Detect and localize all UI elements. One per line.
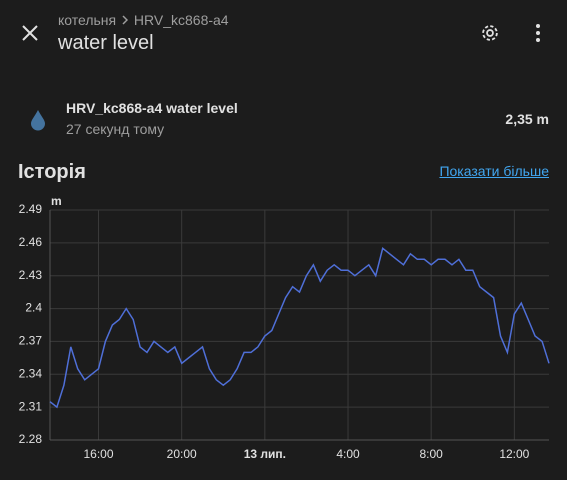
breadcrumb: котельня HRV_kc868-a4 (58, 12, 229, 28)
water-icon (31, 110, 45, 131)
breadcrumb-item[interactable]: HRV_kc868-a4 (133, 12, 229, 28)
y-tick-label: 2.34 (19, 366, 43, 380)
chart: m 2.28 2.31 2.34 2.37 2.4 2.43 2.46 2.49 16:00 20… (19, 194, 550, 461)
data-line (49, 246, 550, 409)
history-title: Історія (18, 161, 86, 183)
settings-button[interactable] (479, 22, 501, 44)
x-tick-label: 12:00 (499, 447, 529, 461)
close-button[interactable] (20, 23, 40, 43)
y-unit: m (51, 194, 62, 208)
menu-button[interactable] (528, 22, 548, 44)
y-tick-label: 2.28 (19, 432, 43, 446)
x-tick-label: 4:00 (336, 447, 360, 461)
y-tick-label: 2.31 (19, 399, 43, 413)
show-more-link[interactable]: Показати більше (439, 163, 549, 179)
entity-state: 2,35 m (505, 111, 549, 127)
y-tick-label: 2.43 (19, 268, 43, 282)
y-tick-label: 2.49 (19, 202, 43, 216)
x-tick-label: 13 лип. (244, 447, 286, 461)
last-changed: 27 секунд тому (66, 121, 165, 137)
x-tick-label: 20:00 (167, 447, 197, 461)
dialog-title: water level (58, 32, 154, 54)
breadcrumb-item[interactable]: котельня (58, 12, 117, 28)
y-tick-label: 2.37 (19, 334, 43, 348)
x-tick-label: 8:00 (420, 447, 444, 461)
chevron (122, 15, 129, 25)
x-tick-label: 16:00 (83, 447, 113, 461)
entity-name: HRV_kc868-a4 water level (66, 100, 238, 116)
y-tick-label: 2.4 (25, 301, 42, 315)
y-tick-label: 2.46 (19, 235, 43, 249)
